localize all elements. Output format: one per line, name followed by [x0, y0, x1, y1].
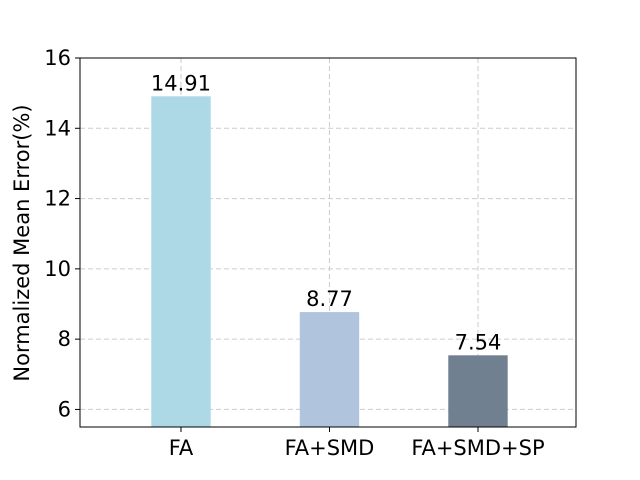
y-axis-label: Normalized Mean Error(%): [10, 104, 34, 381]
bar-fa-smd-sp: [448, 355, 508, 427]
x-tick-label: FA+SMD+SP: [411, 436, 544, 460]
x-tick-label: FA: [169, 436, 194, 460]
y-tick-label: 6: [58, 397, 71, 421]
data-label: 7.54: [455, 330, 502, 354]
data-label: 14.91: [151, 71, 211, 95]
y-tick-label: 16: [44, 46, 71, 70]
data-label: 8.77: [306, 287, 353, 311]
plot-frame: [79, 57, 577, 428]
x-tick-label: FA+SMD: [285, 436, 375, 460]
bar-fa: [151, 96, 211, 427]
data-labels: 14.91 8.77 7.54: [151, 71, 501, 354]
axis-ticks: 6 8 10 12 14 16 FA FA+SMD FA+SMD+SP: [44, 46, 544, 460]
y-tick-label: 14: [44, 116, 71, 140]
bar-fa-smd: [299, 312, 360, 427]
y-tick-label: 12: [44, 187, 71, 211]
y-tick-label: 8: [58, 327, 71, 351]
y-tick-label: 10: [44, 257, 71, 281]
bars: [151, 96, 508, 427]
